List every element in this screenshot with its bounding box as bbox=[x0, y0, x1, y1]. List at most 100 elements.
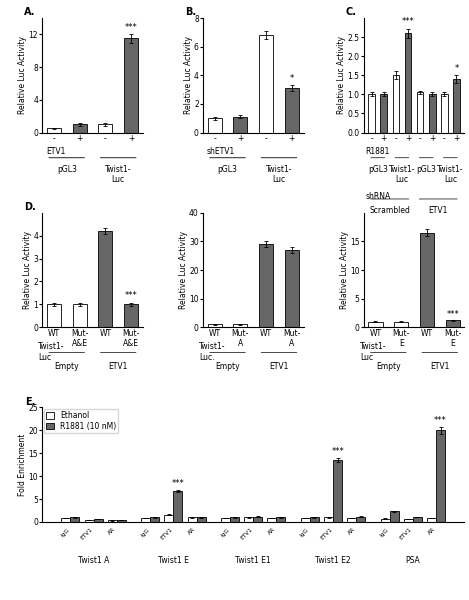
Text: shRNA: shRNA bbox=[366, 192, 391, 201]
Y-axis label: Relative Luc Activity: Relative Luc Activity bbox=[183, 36, 193, 114]
Bar bbox=[73, 124, 87, 133]
Bar bbox=[174, 491, 182, 522]
Text: Twist1-
Luc: Twist1- Luc bbox=[437, 164, 464, 184]
Text: Twist1 E1: Twist1 E1 bbox=[235, 556, 271, 565]
Bar bbox=[404, 519, 413, 522]
Bar bbox=[310, 517, 319, 522]
Text: PSA: PSA bbox=[406, 556, 420, 565]
Y-axis label: Relative Luc Activity: Relative Luc Activity bbox=[337, 36, 346, 114]
Text: ETV1: ETV1 bbox=[269, 362, 289, 371]
Text: Twist1-
Luc: Twist1- Luc bbox=[105, 164, 131, 184]
Text: ETV1: ETV1 bbox=[429, 206, 448, 215]
Bar bbox=[276, 517, 286, 522]
Bar bbox=[394, 322, 408, 327]
Bar bbox=[413, 517, 422, 522]
Bar bbox=[61, 518, 70, 522]
Y-axis label: Relative Luc Activity: Relative Luc Activity bbox=[18, 36, 27, 114]
Bar bbox=[333, 460, 342, 522]
Text: ***: *** bbox=[434, 416, 447, 425]
Bar bbox=[405, 33, 411, 133]
Text: *: * bbox=[454, 64, 459, 73]
Bar bbox=[390, 511, 399, 522]
Bar bbox=[244, 517, 253, 522]
Text: ETV1: ETV1 bbox=[46, 148, 66, 157]
Text: B.: B. bbox=[185, 7, 196, 17]
Text: pGL3: pGL3 bbox=[218, 164, 237, 173]
Bar bbox=[285, 250, 299, 327]
Bar bbox=[380, 94, 387, 133]
Bar bbox=[393, 75, 399, 133]
Legend: Ethanol, R1881 (10 nM): Ethanol, R1881 (10 nM) bbox=[44, 409, 118, 433]
Bar bbox=[221, 518, 230, 522]
Bar bbox=[446, 320, 460, 327]
Text: Twist1 A: Twist1 A bbox=[78, 556, 109, 565]
Bar bbox=[208, 118, 222, 133]
Text: Twist1-
Luc.: Twist1- Luc. bbox=[199, 342, 226, 362]
Bar bbox=[453, 79, 460, 133]
Y-axis label: Relative Luc Activity: Relative Luc Activity bbox=[179, 231, 188, 309]
Text: pGL3: pGL3 bbox=[416, 164, 436, 173]
Text: Twist1 E: Twist1 E bbox=[158, 556, 189, 565]
Bar bbox=[117, 520, 126, 522]
Bar bbox=[150, 517, 159, 522]
Text: *: * bbox=[290, 74, 294, 83]
Bar bbox=[124, 304, 138, 327]
Bar bbox=[124, 38, 138, 133]
Text: C.: C. bbox=[346, 7, 357, 17]
Bar bbox=[259, 244, 273, 327]
Text: Twist1-
Luc: Twist1- Luc bbox=[389, 164, 415, 184]
Bar bbox=[93, 519, 103, 522]
Text: ***: *** bbox=[331, 447, 344, 456]
Bar bbox=[347, 518, 356, 522]
Text: R1881: R1881 bbox=[366, 148, 390, 157]
Bar bbox=[197, 517, 205, 522]
Bar bbox=[301, 518, 310, 522]
Bar bbox=[436, 430, 445, 522]
Bar bbox=[368, 94, 375, 133]
Text: D.: D. bbox=[24, 202, 36, 212]
Text: Empty: Empty bbox=[376, 362, 401, 371]
Bar bbox=[188, 517, 197, 522]
Text: ***: *** bbox=[172, 479, 184, 488]
Bar bbox=[441, 94, 447, 133]
Text: ***: *** bbox=[125, 291, 137, 300]
Text: E.: E. bbox=[25, 397, 36, 407]
Bar bbox=[47, 128, 61, 133]
Text: ***: *** bbox=[125, 23, 137, 32]
Bar bbox=[417, 92, 424, 133]
Text: Empty: Empty bbox=[54, 362, 79, 371]
Bar bbox=[267, 518, 276, 522]
Text: pGL3: pGL3 bbox=[57, 164, 76, 173]
Text: ETV1: ETV1 bbox=[108, 362, 128, 371]
Text: Twist1-
Luc: Twist1- Luc bbox=[266, 164, 292, 184]
Bar bbox=[233, 117, 248, 133]
Bar bbox=[324, 517, 333, 522]
Text: ***: *** bbox=[446, 310, 459, 319]
Text: Scrambled: Scrambled bbox=[370, 206, 410, 215]
Bar bbox=[233, 325, 248, 327]
Bar bbox=[141, 518, 150, 522]
Bar bbox=[84, 520, 93, 522]
Text: ETV1: ETV1 bbox=[430, 362, 449, 371]
Text: Twist1 E2: Twist1 E2 bbox=[315, 556, 351, 565]
Bar bbox=[259, 35, 273, 133]
Bar bbox=[420, 233, 434, 327]
Bar bbox=[98, 231, 113, 327]
Bar bbox=[253, 517, 262, 522]
Y-axis label: Relative Luc Activity: Relative Luc Activity bbox=[23, 231, 32, 309]
Text: shETV1: shETV1 bbox=[207, 148, 235, 157]
Bar bbox=[429, 94, 436, 133]
Y-axis label: Relative Luc Activity: Relative Luc Activity bbox=[340, 231, 348, 309]
Bar bbox=[98, 124, 113, 133]
Text: Empty: Empty bbox=[215, 362, 240, 371]
Text: Twist1-
Luc: Twist1- Luc bbox=[38, 342, 65, 362]
Y-axis label: Fold Enrichment: Fold Enrichment bbox=[18, 434, 27, 496]
Bar bbox=[208, 325, 222, 327]
Text: A.: A. bbox=[24, 7, 36, 17]
Text: ***: *** bbox=[401, 17, 415, 26]
Bar bbox=[368, 322, 383, 327]
Bar bbox=[285, 88, 299, 133]
Bar bbox=[356, 517, 365, 522]
Bar bbox=[381, 519, 390, 522]
Bar bbox=[70, 517, 79, 522]
